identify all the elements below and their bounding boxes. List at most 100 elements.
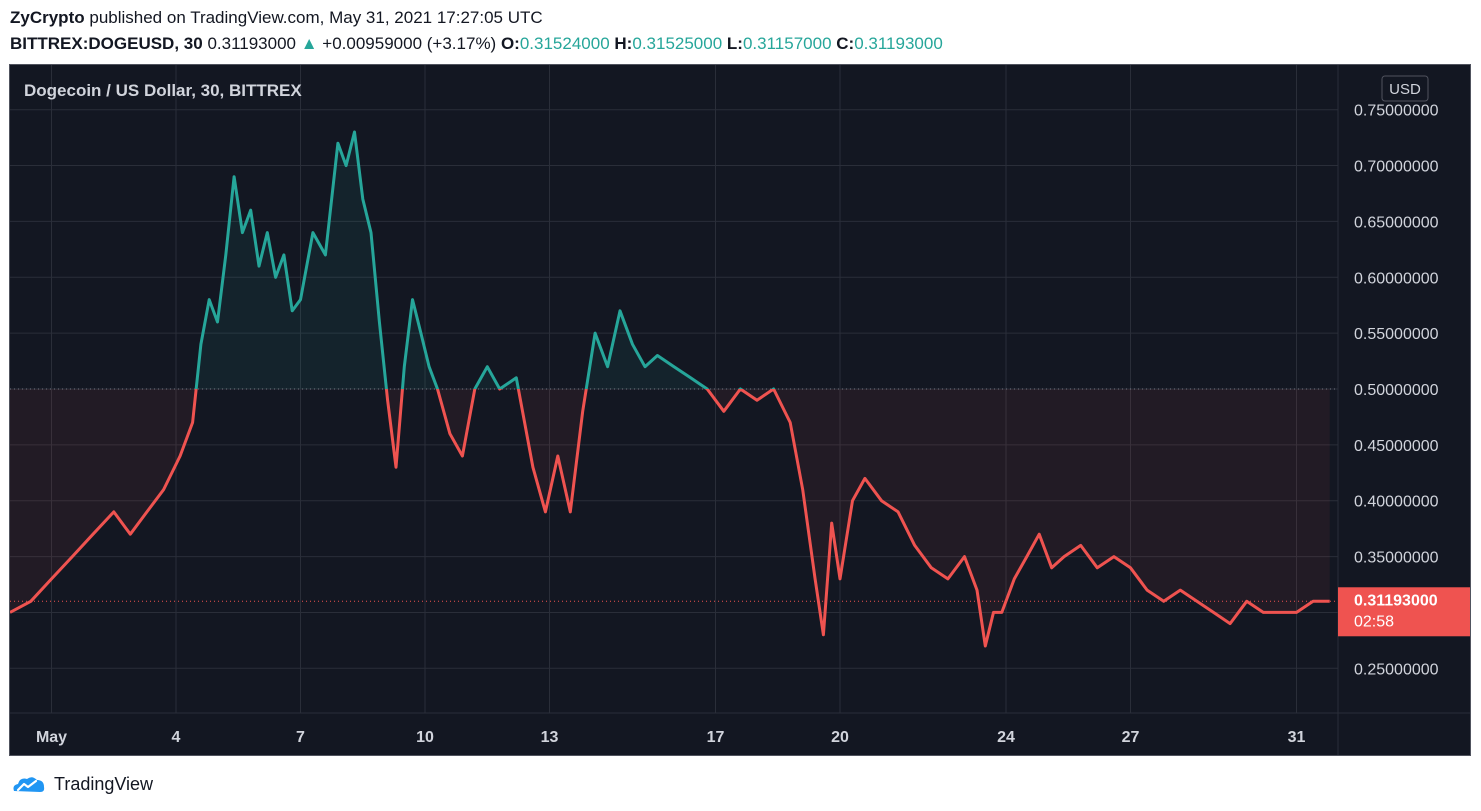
data-point xyxy=(706,388,708,390)
data-point xyxy=(191,421,193,423)
data-point xyxy=(449,432,451,434)
data-point xyxy=(976,589,978,591)
y-tick-label: 0.55000000 xyxy=(1354,326,1439,343)
data-point xyxy=(436,388,438,390)
close-label: C: xyxy=(836,34,855,53)
data-point xyxy=(656,354,658,356)
y-tick-label: 0.35000000 xyxy=(1354,550,1439,567)
x-tick-label: May xyxy=(36,729,67,746)
data-point xyxy=(822,634,824,636)
x-tick-label: 4 xyxy=(172,729,181,746)
data-point xyxy=(963,555,965,557)
data-point xyxy=(930,567,932,569)
data-point xyxy=(403,365,405,367)
data-point xyxy=(337,142,339,144)
data-point xyxy=(362,198,364,200)
data-point xyxy=(1129,567,1131,569)
data-point xyxy=(386,399,388,401)
data-point xyxy=(1312,600,1314,602)
data-point xyxy=(1113,555,1115,557)
data-point xyxy=(420,332,422,334)
data-point xyxy=(312,231,314,233)
footer: TradingView xyxy=(10,771,153,797)
tradingview-brand[interactable]: TradingView xyxy=(54,773,154,794)
last-price-label: 0.31193000 xyxy=(1354,592,1438,609)
y-tick-label: 0.50000000 xyxy=(1354,382,1439,399)
data-point xyxy=(200,343,202,345)
data-point xyxy=(1196,600,1198,602)
price-line-above-baseline xyxy=(194,130,776,389)
data-point xyxy=(216,321,218,323)
data-point xyxy=(801,488,803,490)
x-tick-label: 31 xyxy=(1288,729,1306,746)
data-point xyxy=(258,265,260,267)
data-point xyxy=(146,511,148,513)
x-tick-label: 27 xyxy=(1122,729,1140,746)
published-text: published on TradingView.com, May 31, 20… xyxy=(89,8,543,27)
data-point xyxy=(1026,555,1028,557)
y-tick-label: 0.45000000 xyxy=(1354,438,1439,455)
chart-background xyxy=(10,65,1470,755)
data-point xyxy=(499,388,501,390)
data-point xyxy=(569,511,571,513)
price-line-below-baseline xyxy=(10,389,1330,648)
data-point xyxy=(739,388,741,390)
data-point xyxy=(839,578,841,580)
data-point xyxy=(428,365,430,367)
data-point xyxy=(582,410,584,412)
data-point xyxy=(486,365,488,367)
data-point xyxy=(544,511,546,513)
data-point xyxy=(233,176,235,178)
data-point xyxy=(756,399,758,401)
currency-badge-box xyxy=(1381,75,1429,102)
chart-title: Dogecoin / US Dollar, 30, BITTREX xyxy=(24,81,302,100)
data-point xyxy=(789,421,791,423)
data-point xyxy=(594,332,596,334)
open-value: 0.31524000 xyxy=(519,34,610,53)
data-point xyxy=(831,522,833,524)
chart-frame[interactable]: 0.75000000 0.70000000 0.65000000 0.60000000… xyxy=(9,64,1471,756)
data-point xyxy=(723,410,725,412)
data-point xyxy=(92,533,94,535)
data-point xyxy=(1229,622,1231,624)
data-point xyxy=(370,231,372,233)
data-point xyxy=(395,466,397,468)
data-point xyxy=(411,298,413,300)
price-chart[interactable]: 0.75000000 0.70000000 0.65000000 0.60000000… xyxy=(10,65,1470,755)
publisher-name[interactable]: ZyCrypto xyxy=(10,8,85,27)
x-tick-label: 20 xyxy=(831,729,849,746)
data-point xyxy=(179,455,181,457)
data-point xyxy=(208,298,210,300)
last-price-label-box xyxy=(1338,587,1470,637)
data-point xyxy=(984,645,986,647)
data-point xyxy=(1295,611,1297,613)
change-value: +0.00959000 (+3.17%) xyxy=(322,34,497,53)
data-point xyxy=(241,231,243,233)
tradingview-logo-icon[interactable] xyxy=(10,773,48,795)
data-point xyxy=(1262,611,1264,613)
data-point xyxy=(772,388,774,390)
currency-badge[interactable]: USD xyxy=(1381,75,1429,102)
data-point xyxy=(1146,589,1148,591)
close-value: 0.31193000 xyxy=(854,34,943,53)
y-tick-label: 0.70000000 xyxy=(1354,159,1439,176)
data-point xyxy=(673,365,675,367)
data-point xyxy=(851,500,853,502)
symbol-line: BITTREX:DOGEUSD, 30 0.31193000 ▲ +0.0095… xyxy=(10,34,943,54)
y-tick-label: 0.25000000 xyxy=(1354,661,1439,678)
publication-line: ZyCrypto published on TradingView.com, M… xyxy=(10,8,543,28)
area-fill-above-baseline xyxy=(10,132,1330,389)
data-point xyxy=(1050,567,1052,569)
low-label: L: xyxy=(726,34,743,53)
data-point xyxy=(299,298,301,300)
last-price: 0.31193000 xyxy=(207,34,296,53)
x-tick-label: 17 xyxy=(707,729,725,746)
x-tick-label: 10 xyxy=(416,729,434,746)
data-point xyxy=(644,365,646,367)
data-point xyxy=(1212,611,1214,613)
x-tick-label: 24 xyxy=(997,729,1015,746)
data-point xyxy=(1279,611,1281,613)
data-point xyxy=(1179,589,1181,591)
data-point xyxy=(461,455,463,457)
data-point xyxy=(162,488,164,490)
